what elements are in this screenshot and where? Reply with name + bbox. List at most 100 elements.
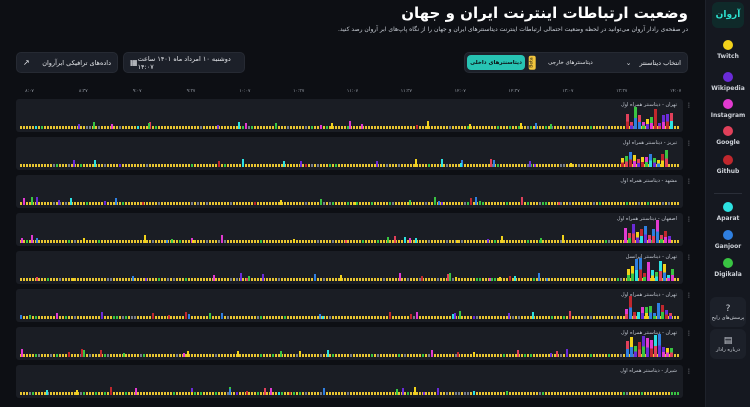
service-aparat[interactable]: Aparat xyxy=(706,202,750,222)
status-tick xyxy=(59,316,61,319)
datacenter-row[interactable]: تبریز - دیتاسنتر همراه اول xyxy=(16,137,683,170)
status-tick xyxy=(596,316,598,319)
service-ganjoor[interactable]: Ganjoor xyxy=(706,230,750,250)
row-menu-icon[interactable]: ⋮ xyxy=(686,254,692,261)
status-tick xyxy=(437,240,439,243)
status-tick xyxy=(182,392,184,395)
datacenter-row[interactable]: تهران - دیتاسنتر همراه اول xyxy=(16,327,683,360)
status-tick xyxy=(29,392,31,395)
faq-button[interactable]: ? پرسش‌های رایج xyxy=(710,297,746,327)
status-tick xyxy=(224,278,226,281)
status-tick xyxy=(275,316,277,319)
status-tick xyxy=(407,240,409,243)
status-tick xyxy=(491,202,493,205)
outage-spike xyxy=(21,349,23,357)
datacenter-row[interactable]: تهران - دیتاسنتر ایرانسل xyxy=(16,251,683,284)
status-tick xyxy=(242,278,244,281)
status-tick xyxy=(287,240,289,243)
outage-spike xyxy=(300,161,302,167)
traffic-data-button[interactable]: ↗ داده‌های ترافیکی ابرآروان xyxy=(16,52,118,73)
status-tick xyxy=(128,126,130,129)
datacenter-row[interactable]: مشهد - دیتاسنتر همراه اول xyxy=(16,175,683,208)
status-tick xyxy=(59,240,61,243)
status-tick xyxy=(167,164,169,167)
status-tick xyxy=(314,126,316,129)
status-tick xyxy=(230,164,232,167)
status-tick xyxy=(338,392,340,395)
status-tick xyxy=(368,164,370,167)
status-tick xyxy=(368,392,370,395)
status-tick xyxy=(566,316,568,319)
datacenter-row[interactable]: تهران - دیتاسنتر همراه اول xyxy=(16,289,683,322)
status-tick xyxy=(329,240,331,243)
outage-spike xyxy=(83,350,85,357)
status-tick xyxy=(191,278,193,281)
service-twitch[interactable]: Twitch xyxy=(706,40,750,60)
status-tick xyxy=(662,202,664,205)
status-tick xyxy=(527,316,529,319)
github-color-dot xyxy=(723,155,733,165)
status-tick xyxy=(377,316,379,319)
status-tick xyxy=(200,354,202,357)
status-tick xyxy=(593,392,595,395)
status-tick xyxy=(308,126,310,129)
row-menu-icon[interactable]: ⋮ xyxy=(686,292,692,299)
status-tick xyxy=(536,202,538,205)
status-tick xyxy=(584,354,586,357)
outage-spike xyxy=(434,197,436,205)
datacenter-select[interactable]: ⌄ انتخاب دیتاسنتر xyxy=(599,59,685,67)
status-tick xyxy=(278,316,280,319)
outage-spike xyxy=(361,124,363,129)
about-button[interactable]: ▤ درباره رادار xyxy=(710,329,746,359)
outage-cluster-bar xyxy=(663,264,666,281)
status-tick xyxy=(32,202,34,205)
row-menu-icon[interactable]: ⋮ xyxy=(686,330,692,337)
status-tick xyxy=(62,392,64,395)
status-tick xyxy=(470,240,472,243)
service-wikipedia[interactable]: Wikipedia xyxy=(706,72,750,92)
service-instagram[interactable]: Instagram xyxy=(706,99,750,119)
status-tick xyxy=(329,278,331,281)
row-menu-icon[interactable]: ⋮ xyxy=(686,140,692,147)
status-tick xyxy=(164,126,166,129)
status-tick xyxy=(350,126,352,129)
status-tick xyxy=(119,278,121,281)
status-tick xyxy=(365,240,367,243)
status-tick xyxy=(296,202,298,205)
tab-external-datacenters[interactable]: دیتاسنترهای خارجی xyxy=(548,59,593,66)
datacenter-row-label: تهران - دیتاسنتر همراه اول xyxy=(620,102,677,108)
service-google[interactable]: Google xyxy=(706,126,750,146)
date-picker[interactable]: ▦ دوشنبه ۱۰ امرداد ماه ۱۴۰۱ ساعت ۱۴:۰۷ xyxy=(123,52,245,73)
outage-cluster-bar xyxy=(671,269,674,281)
status-tick xyxy=(125,392,127,395)
status-tick xyxy=(449,202,451,205)
status-tick xyxy=(392,240,394,243)
status-tick xyxy=(278,278,280,281)
status-tick xyxy=(587,240,589,243)
status-tick xyxy=(413,240,415,243)
status-tick xyxy=(197,240,199,243)
service-digikala[interactable]: Digikala xyxy=(706,258,750,278)
status-tick xyxy=(392,126,394,129)
status-tick xyxy=(227,354,229,357)
status-tick xyxy=(410,202,412,205)
arvan-logo[interactable]: آروان xyxy=(712,2,744,28)
status-tick xyxy=(245,354,247,357)
status-tick xyxy=(326,240,328,243)
outage-spike xyxy=(460,163,462,167)
status-tick xyxy=(554,202,556,205)
row-menu-icon[interactable]: ⋮ xyxy=(686,368,692,375)
status-tick xyxy=(146,354,148,357)
status-tick xyxy=(131,316,133,319)
row-menu-icon[interactable]: ⋮ xyxy=(686,102,692,109)
tab-internal-datacenters[interactable]: دیتاسنترهای داخلی xyxy=(467,55,525,70)
datacenter-row[interactable]: تهران - دیتاسنتر همراه اول xyxy=(16,99,683,132)
service-github[interactable]: Github xyxy=(706,155,750,175)
row-menu-icon[interactable]: ⋮ xyxy=(686,178,692,185)
row-menu-icon[interactable]: ⋮ xyxy=(686,216,692,223)
status-tick xyxy=(158,392,160,395)
status-tick xyxy=(167,392,169,395)
datacenter-row[interactable]: شیراز - دیتاسنتر همراه اول xyxy=(16,365,683,398)
datacenter-row[interactable]: اصفهان - دیتاسنتر همراه اول xyxy=(16,213,683,246)
status-tick xyxy=(317,316,319,319)
